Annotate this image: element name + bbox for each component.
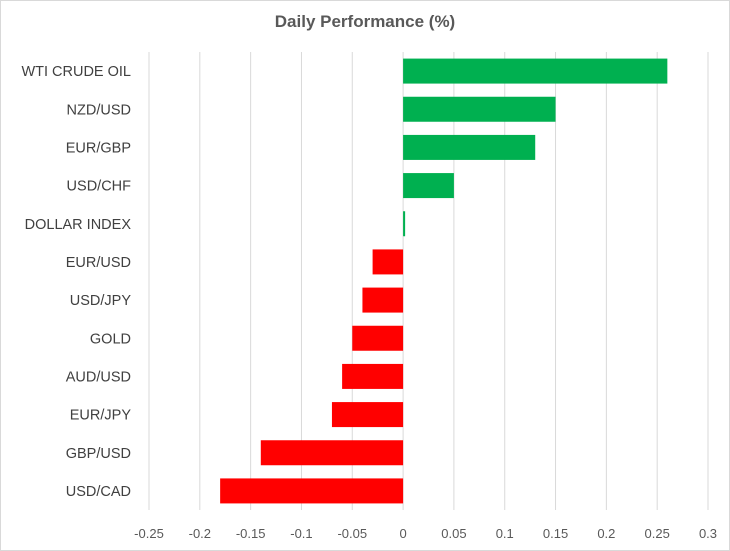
category-label: USD/CHF: [67, 179, 132, 195]
x-tick-label: -0.05: [337, 526, 367, 541]
category-label: EUR/GBP: [66, 140, 131, 156]
chart-title: Daily Performance (%): [274, 12, 456, 31]
category-label: USD/JPY: [70, 293, 132, 309]
x-tick-label: 0: [399, 526, 406, 541]
bar: [352, 325, 404, 351]
category-label: AUD/USD: [66, 369, 131, 385]
category-label: DOLLAR INDEX: [25, 217, 132, 233]
x-tick-label: 0.05: [441, 526, 466, 541]
x-tick-label: -0.25: [134, 526, 164, 541]
category-label: GOLD: [90, 331, 131, 347]
bar: [403, 134, 536, 160]
bar: [362, 287, 404, 313]
category-label: WTI CRUDE OIL: [21, 64, 131, 80]
x-tick-label: -0.15: [236, 526, 266, 541]
x-tick-label: 0.1: [496, 526, 514, 541]
x-tick-label: 0.15: [543, 526, 568, 541]
bar: [331, 402, 404, 428]
x-tick-label: 0.2: [597, 526, 615, 541]
x-tick-label: -0.2: [189, 526, 211, 541]
bar: [220, 478, 404, 504]
category-label: EUR/JPY: [70, 408, 132, 424]
category-label: NZD/USD: [67, 102, 131, 118]
bar: [403, 211, 406, 237]
x-tick-label: 0.25: [645, 526, 670, 541]
bar: [260, 440, 404, 466]
bar: [372, 249, 404, 275]
x-tick-label: 0.3: [699, 526, 717, 541]
bar: [403, 96, 556, 122]
bar: [403, 173, 454, 199]
x-tick-label: -0.1: [290, 526, 312, 541]
category-label: GBP/USD: [66, 446, 131, 462]
category-label: USD/CAD: [66, 484, 131, 500]
bar: [403, 58, 668, 84]
bar: [342, 363, 404, 389]
category-label: EUR/USD: [66, 255, 131, 271]
